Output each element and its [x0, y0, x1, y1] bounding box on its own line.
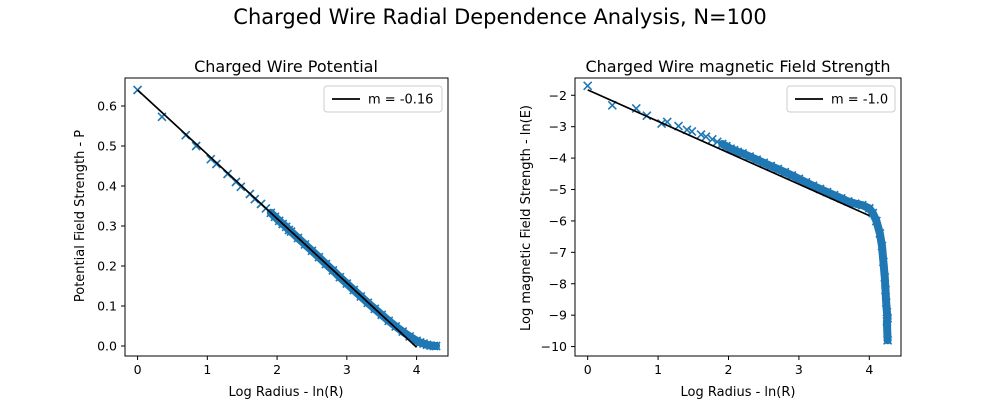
- y-axis-label: Potential Field Strength - P: [73, 130, 88, 302]
- plot-area: 0 1 2 3 4 −10 −9 −8 −7 −6 −5 −4 −3 −2 m = -1.0: [541, 77, 902, 377]
- y-tick-label: 0.5: [97, 139, 117, 154]
- y-tick-label: 0.4: [97, 179, 117, 194]
- legend: m = -0.16: [323, 85, 443, 113]
- legend-box: [323, 85, 443, 113]
- y-tick-label: −9: [549, 308, 567, 323]
- y-axis-label: Log magnetic Field Strength - ln(E): [519, 105, 534, 331]
- y-tick-label: 0.6: [97, 99, 117, 114]
- y-tick-label: −6: [549, 213, 567, 228]
- legend: m = -1.0: [786, 85, 896, 113]
- y-tick-label: −7: [549, 245, 567, 260]
- dense-point-band: [266, 208, 441, 350]
- x-tick-label: 4: [865, 362, 873, 377]
- x-tick-label: 2: [725, 362, 733, 377]
- legend-label: m = -0.16: [368, 93, 433, 108]
- y-tick-label: 0.0: [97, 339, 117, 354]
- axes-frame: [574, 77, 902, 357]
- y-tick-label: −2: [549, 88, 567, 103]
- x-axis-label: Log Radius - ln(R): [229, 385, 344, 400]
- data-point: [707, 134, 717, 144]
- x-tick-label: 3: [795, 362, 803, 377]
- data-point: [696, 129, 706, 140]
- y-tick-label: −3: [549, 119, 567, 134]
- data-point: [211, 159, 221, 169]
- y-tick-label: −10: [541, 339, 567, 354]
- x-tick-label: 2: [273, 362, 281, 377]
- y-tick-label: −5: [549, 182, 567, 197]
- y-tick-label: 0.2: [97, 259, 117, 274]
- data-point: [236, 182, 246, 192]
- y-tick-label: 0.1: [97, 299, 117, 314]
- legend-box: [786, 85, 896, 113]
- axes-frame: [124, 77, 449, 357]
- data-point: [701, 132, 711, 142]
- y-tick-label: 0.3: [97, 219, 117, 234]
- fit-line: [137, 89, 418, 348]
- figure-title: Charged Wire Radial Dependence Analysis,…: [233, 5, 766, 29]
- legend-label: m = -1.0: [831, 93, 888, 108]
- y-tick-label: −8: [549, 276, 567, 291]
- x-tick-label: 1: [654, 362, 662, 377]
- chart-title: Charged Wire magnetic Field Strength: [585, 57, 890, 76]
- data-point: [191, 141, 201, 151]
- x-tick-label: 0: [134, 362, 142, 377]
- y-tick-label: −4: [549, 151, 567, 166]
- x-tick-label: 4: [413, 362, 421, 377]
- x-tick-label: 3: [343, 362, 351, 377]
- plot-area: 0 1 2 3 4 0.0 0.1 0.2 0.3 0.4 0.5 0.6 m = -0.16: [97, 77, 449, 377]
- scatter-series: [583, 81, 893, 345]
- dense-point-band: [718, 140, 892, 345]
- chart-magnetic-field: Charged Wire magnetic Field Strength Log…: [519, 57, 902, 400]
- x-tick-label: 1: [203, 362, 211, 377]
- fit-line: [587, 89, 870, 217]
- x-axis-label: Log Radius - ln(R): [681, 385, 796, 400]
- x-tick-label: 0: [584, 362, 592, 377]
- chart-title: Charged Wire Potential: [194, 57, 378, 76]
- data-point: [583, 81, 593, 91]
- chart-potential: Charged Wire Potential Log Radius - ln(R…: [73, 57, 449, 400]
- data-point: [687, 126, 697, 136]
- scatter-series: [132, 85, 441, 351]
